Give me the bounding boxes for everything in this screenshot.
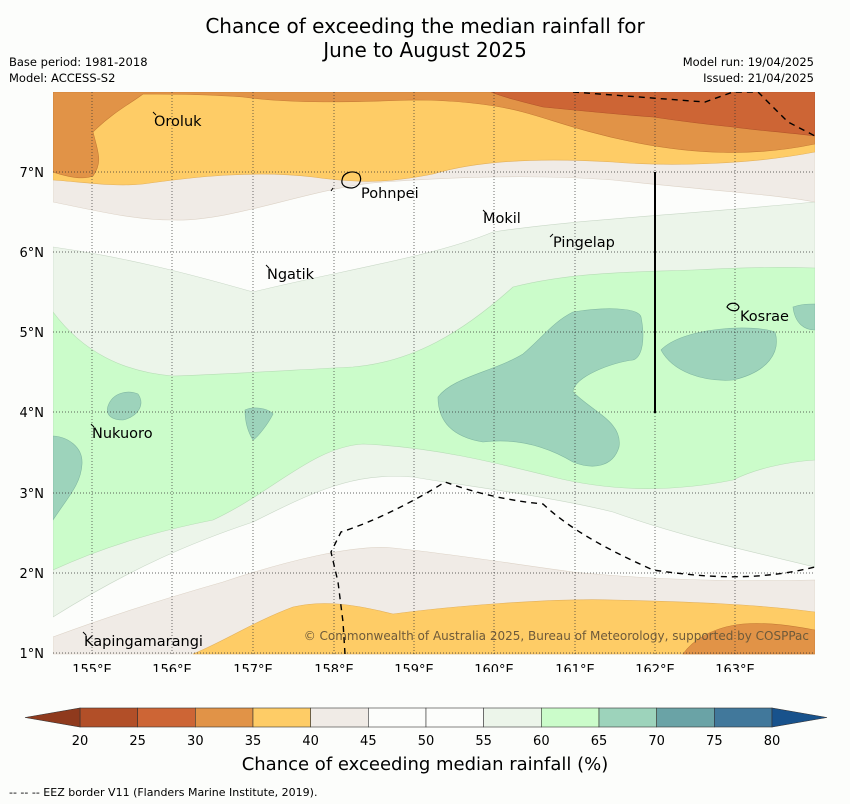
colorbar-tick-label: 25	[129, 734, 146, 749]
colorbar-under-arrow	[24, 707, 81, 728]
colorbar-segment	[368, 707, 427, 728]
colorbar-tick-label: 35	[245, 734, 262, 749]
band-65	[53, 303, 815, 521]
colorbar-tick-label: 40	[302, 734, 319, 749]
colorbar-segment	[137, 707, 196, 728]
lon-label-158: 158°E	[314, 663, 354, 672]
colorbar-segment	[483, 707, 542, 728]
lon-label-163: 163°E	[715, 663, 755, 672]
teal-area-central	[437, 308, 644, 467]
lat-label-5: 5°N	[20, 326, 45, 341]
colorbar-tick-label: 20	[72, 734, 89, 749]
map-title: Chance of exceeding the median rainfall …	[0, 14, 850, 62]
meta-right: Model run: 19/04/2025 Issued: 21/04/2025	[683, 54, 814, 86]
band-25-top	[490, 92, 815, 137]
colorbar-tick-label: 55	[475, 734, 492, 749]
colorbar-segment	[310, 707, 369, 728]
model-run: Model run: 19/04/2025	[682, 55, 814, 69]
place-pohnpei: Pohnpei	[361, 186, 419, 202]
place-nukuoro: Nukuoro	[92, 426, 153, 442]
colorbar-segment	[656, 707, 715, 728]
lon-label-156: 156°E	[152, 663, 192, 672]
place-mokil: Mokil	[483, 211, 521, 227]
colorbar-segment	[714, 707, 773, 728]
colorbar-tick-label: 70	[648, 734, 665, 749]
place-ngatik: Ngatik	[267, 267, 315, 283]
colorbar-tick-label: 75	[706, 734, 723, 749]
teal-area-east	[660, 327, 777, 381]
eez-border	[330, 92, 815, 655]
teal-area-small-2	[244, 407, 274, 441]
band-30-bottom	[682, 623, 815, 655]
lat-label-7: 7°N	[20, 166, 45, 181]
colorbar-tick-label: 50	[418, 734, 435, 749]
eez-border-south	[330, 481, 815, 655]
colorbar-segment	[598, 707, 657, 728]
rainfall-map: Oroluk Pohnpei Mokil Pingelap Ngatik Kos…	[53, 92, 815, 672]
kosrae-island	[726, 302, 740, 312]
lat-label-3: 3°N	[20, 487, 45, 502]
lon-label-160: 160°E	[474, 663, 514, 672]
lat-label-1: 1°N	[20, 647, 45, 662]
colorbar-title: Chance of exceeding median rainfall (%)	[241, 754, 609, 775]
colorbar: 20 25 30 35 40 45 50 55 60 65 70 75 80	[24, 707, 828, 749]
eez-border-top	[572, 92, 815, 137]
atoll-markers	[82, 111, 554, 636]
colorbar-tick-label: 45	[360, 734, 377, 749]
colorbar-segment	[425, 707, 484, 728]
place-kapingamarangi: Kapingamarangi	[84, 634, 203, 650]
colorbar-tick-label: 60	[533, 734, 550, 749]
lon-label-159: 159°E	[394, 663, 434, 672]
place-pingelap: Pingelap	[553, 235, 615, 251]
place-kosrae: Kosrae	[740, 309, 789, 325]
teal-area-small-1	[107, 391, 142, 421]
colorbar-over-arrow	[771, 707, 828, 728]
eez-footnote: -- -- -- EEZ border V11 (Flanders Marine…	[9, 786, 318, 799]
grid	[53, 92, 815, 654]
base-period: Base period: 1981-2018	[9, 55, 148, 69]
band-35-bottom	[192, 599, 815, 655]
lat-label-2: 2°N	[20, 567, 45, 582]
place-oroluk: Oroluk	[154, 114, 202, 130]
colorbar-tick-label: 80	[764, 734, 781, 749]
title-line-2: June to August 2025	[323, 38, 527, 62]
model-name: Model: ACCESS-S2	[9, 71, 116, 85]
lon-label-155: 155°E	[72, 663, 112, 672]
issued-date: Issued: 21/04/2025	[703, 71, 814, 85]
colorbar-segments	[79, 707, 773, 728]
meta-left: Base period: 1981-2018 Model: ACCESS-S2	[9, 54, 148, 86]
colorbar-segment	[79, 707, 138, 728]
lon-label-162: 162°E	[635, 663, 675, 672]
copyright-notice: © Commonwealth of Australia 2025, Bureau…	[304, 629, 809, 643]
title-line-1: Chance of exceeding the median rainfall …	[205, 14, 645, 38]
lon-label-157: 157°E	[233, 663, 273, 672]
colorbar-segment	[252, 707, 311, 728]
teal-area-ne	[792, 303, 815, 331]
lat-labels: 7°N 6°N 5°N 4°N 3°N 2°N 1°N	[20, 166, 45, 662]
colorbar-segment	[195, 707, 254, 728]
lat-label-6: 6°N	[20, 246, 45, 261]
colorbar-tick-label: 30	[187, 734, 204, 749]
lat-label-4: 4°N	[20, 406, 45, 421]
colorbar-segment	[541, 707, 600, 728]
colorbar-tick-label: 65	[591, 734, 608, 749]
teal-area-west-edge	[53, 435, 83, 521]
lon-label-161: 161°E	[555, 663, 595, 672]
pohnpei-island	[341, 171, 362, 189]
